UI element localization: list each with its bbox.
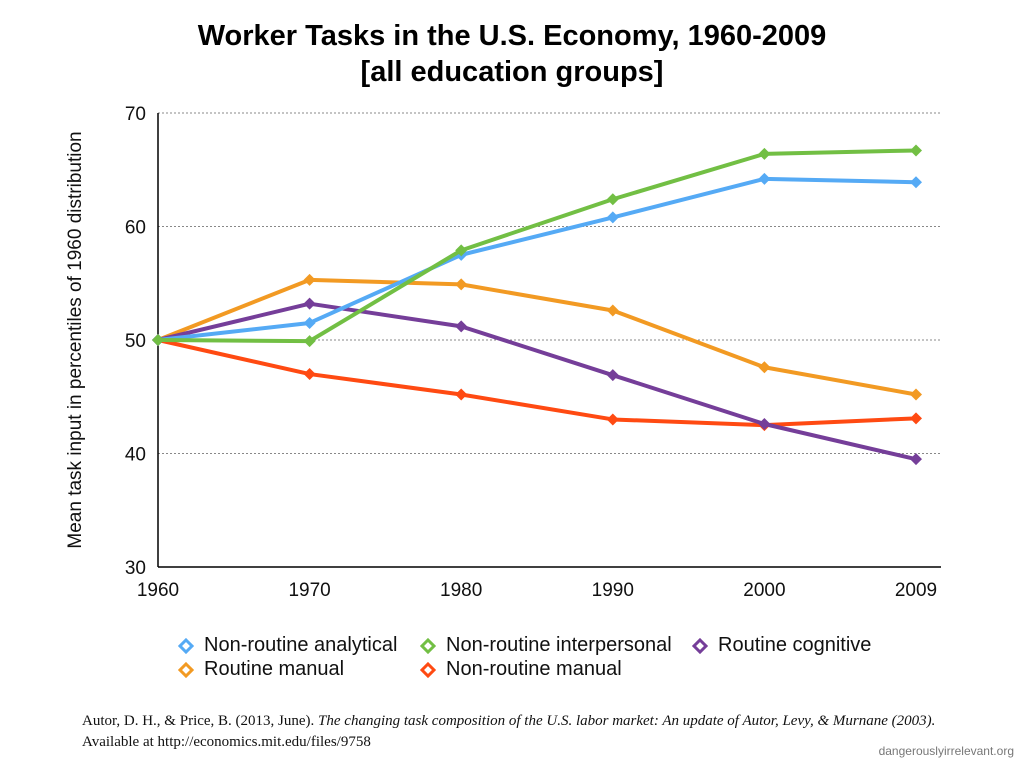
line-chart: 30 40 50 60 70 1960 1970 1980 1990 2000 2009 Mean …	[65, 104, 941, 601]
data-point-marker	[606, 369, 619, 382]
chart-title-main: Worker Tasks in the U.S. Economy, 1960-2…	[197, 20, 827, 52]
citation-availability: Available at http://economics.mit.edu/fi…	[82, 734, 371, 750]
y-tick-label: 60	[125, 218, 146, 239]
data-point-marker	[303, 297, 316, 310]
site-credit: dangerouslyirrelevant.org	[878, 744, 1014, 758]
chart-title: Worker Tasks in the U.S. Economy, 1960-2…	[0, 18, 1024, 90]
citation-authors: Autor, D. H., & Price, B. (2013, June).	[82, 713, 315, 729]
series-line	[157, 148, 917, 344]
y-tick-label: 70	[125, 104, 146, 125]
legend-item: Non-routine manual	[420, 658, 622, 681]
chart-subtitle: [all education groups]	[360, 56, 664, 88]
series-routine-manual	[152, 273, 922, 401]
y-tick-label: 50	[125, 331, 146, 352]
data-point-marker	[910, 144, 922, 157]
legend-label: Non-routine manual	[446, 658, 622, 680]
data-point-marker	[455, 244, 468, 257]
data-point-marker	[303, 316, 316, 329]
series-line	[157, 176, 917, 342]
series-line	[157, 277, 917, 397]
legend-item: Routine cognitive	[692, 634, 871, 657]
data-point-marker	[606, 193, 619, 206]
x-tick-label: 1980	[440, 580, 482, 601]
data-point-marker	[910, 176, 922, 189]
legend-diamond-icon	[178, 637, 194, 654]
legend-diamond-icon	[178, 661, 194, 678]
data-point-marker	[455, 278, 468, 291]
data-point-marker	[910, 388, 922, 401]
legend-label: Non-routine interpersonal	[446, 634, 672, 656]
y-axis-label: Mean task input in percentiles of 1960 d…	[65, 131, 86, 548]
legend-diamond-icon	[420, 637, 436, 654]
legend-item: Non-routine interpersonal	[420, 634, 672, 657]
data-point-marker	[303, 273, 316, 286]
data-point-marker	[910, 412, 922, 425]
series-line	[157, 301, 917, 462]
x-tick-label: 2000	[743, 580, 785, 601]
y-tick-label: 30	[125, 558, 146, 579]
series-non-routine-analytical	[152, 172, 922, 346]
data-point-marker	[910, 453, 922, 466]
data-point-marker	[303, 368, 316, 381]
series-routine-cognitive	[152, 297, 922, 466]
legend-label: Non-routine analytical	[204, 634, 398, 656]
data-point-marker	[758, 147, 771, 160]
legend-label: Routine manual	[204, 658, 345, 680]
y-tick-label: 40	[125, 445, 146, 466]
legend-label: Routine cognitive	[718, 634, 872, 656]
series-non-routine-interpersonal	[152, 144, 922, 348]
data-point-marker	[758, 417, 771, 430]
legend-diamond-icon	[420, 661, 436, 678]
legend-item: Non-routine analytical	[178, 634, 397, 657]
data-point-marker	[606, 413, 619, 426]
citation: Autor, D. H., & Price, B. (2013, June). …	[82, 711, 935, 753]
x-tick-label: 1990	[592, 580, 634, 601]
x-tick-label: 1960	[137, 580, 179, 601]
data-point-marker	[303, 335, 316, 348]
data-point-marker	[758, 172, 771, 185]
legend-item: Routine manual	[178, 658, 344, 681]
series-non-routine-manual	[152, 334, 922, 432]
legend-diamond-icon	[692, 637, 708, 654]
citation-title: The changing task composition of the U.S…	[318, 713, 936, 729]
x-tick-label: 1970	[288, 580, 330, 601]
x-tick-label: 2009	[895, 580, 937, 601]
data-point-marker	[606, 304, 619, 317]
data-point-marker	[606, 211, 619, 224]
data-point-marker	[455, 388, 468, 401]
data-point-marker	[152, 334, 164, 346]
data-point-marker	[758, 361, 771, 374]
series-line	[157, 338, 917, 428]
data-point-marker	[455, 320, 468, 333]
